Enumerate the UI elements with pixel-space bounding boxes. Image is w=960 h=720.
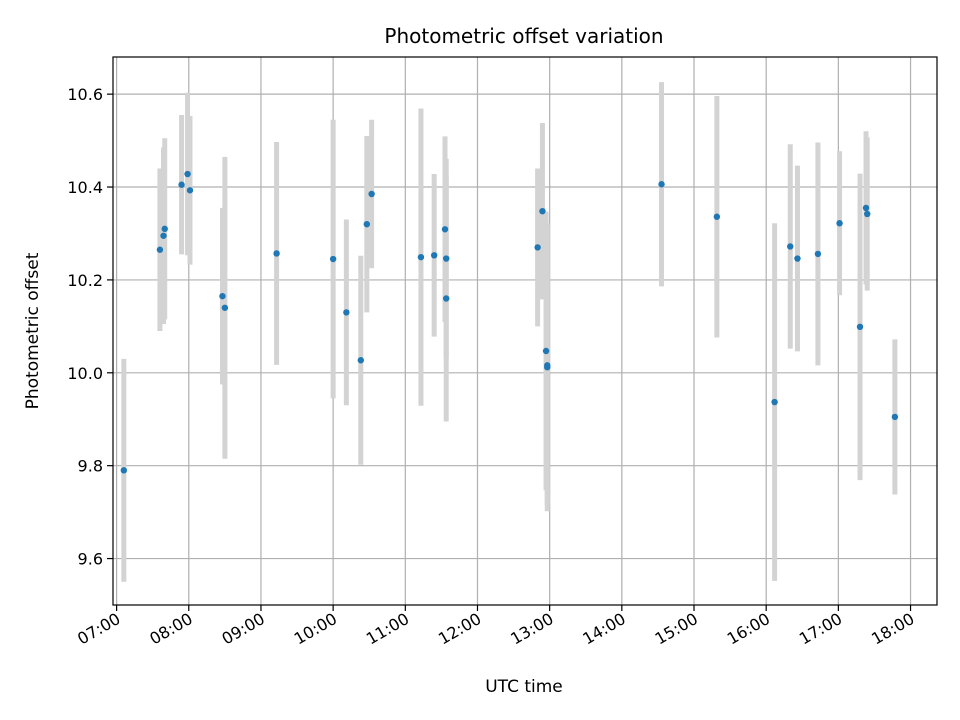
y-tick-label: 10.6 <box>67 85 103 104</box>
data-point <box>160 232 167 239</box>
data-point <box>862 204 870 212</box>
data-point <box>771 398 778 406</box>
y-tick-label: 10.0 <box>67 364 103 383</box>
data-point <box>534 244 541 251</box>
data-point <box>864 210 871 218</box>
data-point <box>368 190 375 198</box>
grid <box>113 57 937 605</box>
data-point <box>184 170 191 178</box>
data-point <box>329 255 337 263</box>
data-point <box>178 181 185 188</box>
data-point <box>156 246 164 253</box>
y-axis-ticks: 9.6 9.8 10.0 10.2 10.4 10.6 <box>67 85 113 569</box>
data-point <box>219 292 226 300</box>
data-point <box>836 220 843 227</box>
data-point <box>794 255 801 262</box>
data-point <box>539 207 546 215</box>
data-point <box>891 413 899 421</box>
data-point <box>430 252 438 259</box>
data-point <box>186 187 194 194</box>
y-tick-label: 10.2 <box>67 271 103 290</box>
data-point <box>713 213 721 220</box>
data-point <box>443 295 450 302</box>
y-axis-label: Photometric offset <box>23 252 43 409</box>
data-point <box>417 253 425 261</box>
data-point <box>161 225 168 233</box>
x-axis-label: UTC time <box>485 677 563 697</box>
data-point <box>343 309 350 316</box>
plot-frame <box>112 56 938 606</box>
data-point <box>814 250 822 258</box>
data-point <box>443 255 450 262</box>
data-points <box>120 170 899 474</box>
data-point <box>542 347 550 355</box>
data-point <box>357 357 365 364</box>
data-point <box>544 364 551 371</box>
data-point <box>221 304 229 311</box>
y-tick-label: 9.8 <box>78 457 103 476</box>
y-tick-label: 10.4 <box>67 178 103 197</box>
data-point <box>787 243 794 250</box>
y-tick-label: 9.6 <box>78 550 103 569</box>
data-point <box>120 467 128 474</box>
data-point <box>856 323 864 331</box>
data-point <box>658 181 665 188</box>
data-point <box>441 226 449 233</box>
data-point <box>363 220 371 228</box>
data-point <box>273 250 280 257</box>
chart-title: Photometric offset variation <box>384 24 663 48</box>
